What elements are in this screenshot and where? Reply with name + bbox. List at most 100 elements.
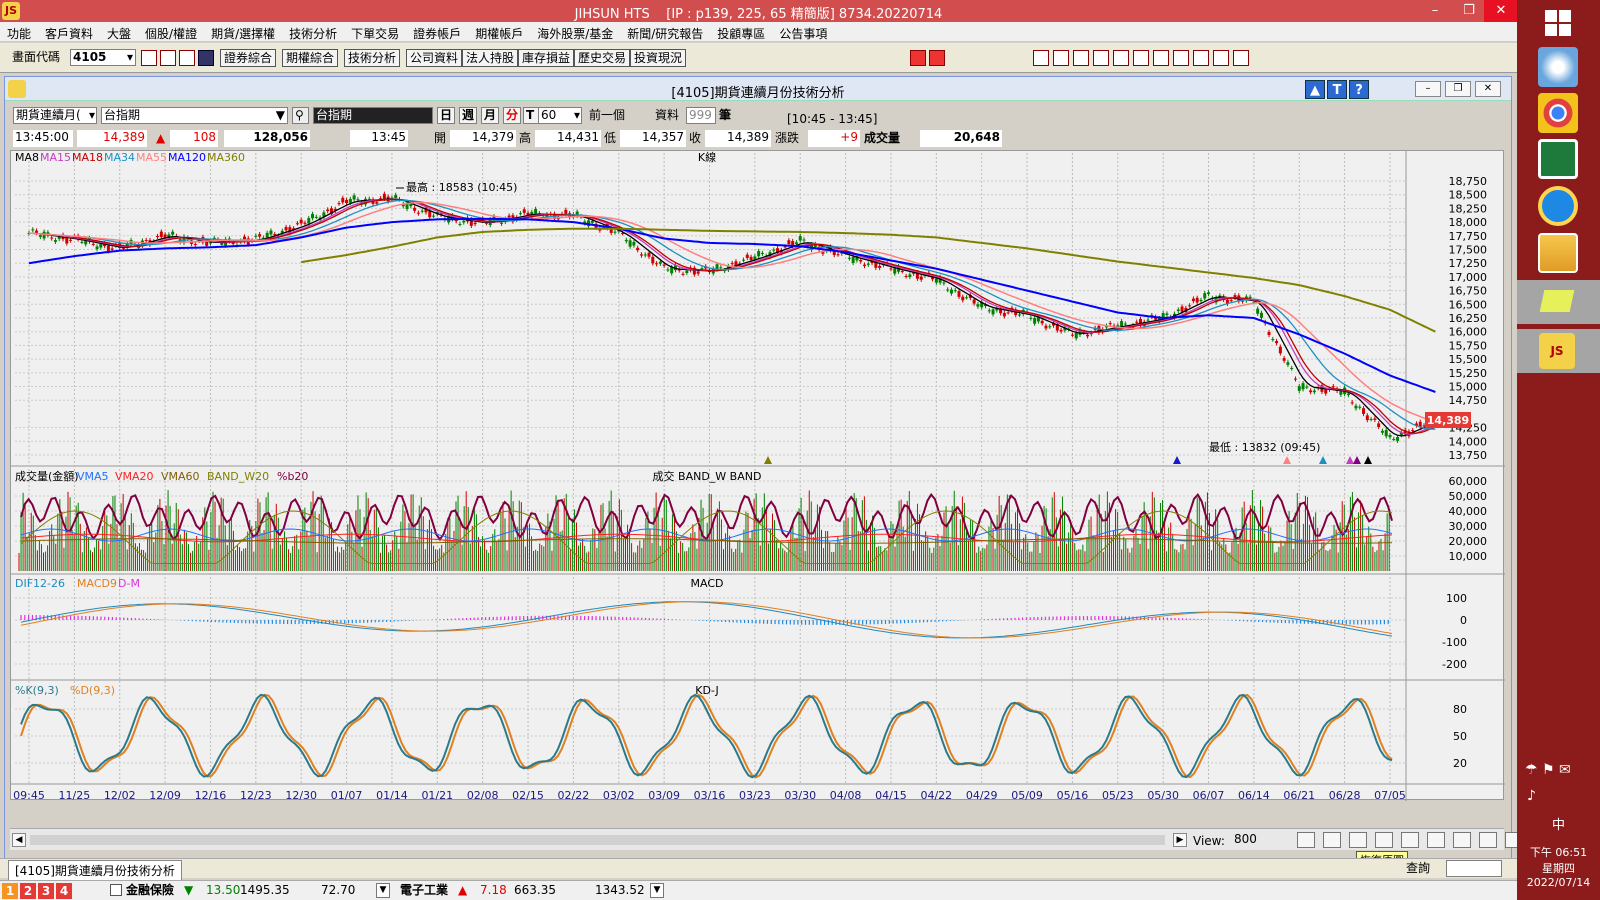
menu-item[interactable]: 公告事項 — [779, 27, 828, 41]
inner-restore-button[interactable]: ❐ — [1445, 81, 1471, 97]
chart-tool-icon[interactable] — [1297, 832, 1315, 848]
taskbar-active-item[interactable] — [1517, 280, 1600, 324]
ie-icon[interactable] — [1538, 186, 1578, 226]
prev-icon[interactable] — [910, 50, 926, 66]
tool-icon[interactable] — [1033, 50, 1049, 66]
tool-icon[interactable] — [1153, 50, 1169, 66]
toolbar-button[interactable]: 法人持股 — [462, 49, 519, 67]
chevron-down-icon[interactable]: ▼ — [376, 883, 390, 898]
tool-icon[interactable] — [1193, 50, 1209, 66]
code-input[interactable]: 4105 ▾ — [70, 49, 136, 66]
checkbox[interactable] — [110, 884, 122, 896]
menu-item[interactable]: 新聞/研究報告 — [627, 27, 704, 41]
next-icon[interactable] — [929, 50, 945, 66]
up-icon[interactable]: ▲ — [1305, 80, 1325, 99]
tray-icons[interactable]: ☂ ⚑ ✉ — [1525, 762, 1571, 778]
text-icon[interactable]: T — [1327, 80, 1347, 99]
tool-icon[interactable] — [1173, 50, 1189, 66]
candle-body — [345, 199, 349, 204]
clock-time[interactable]: 下午 06:51 — [1529, 846, 1588, 859]
close-button[interactable]: ✕ — [1484, 0, 1518, 22]
contract-select[interactable]: 期貨連續月(▾ — [13, 107, 97, 124]
menu-item[interactable]: 客戶資料 — [45, 27, 94, 41]
inner-close-button[interactable]: ✕ — [1475, 81, 1501, 97]
toolbar-button[interactable]: 歷史交易 — [574, 49, 631, 67]
chart-tool-icon[interactable] — [1401, 832, 1419, 848]
chrome-icon[interactable] — [1538, 93, 1578, 133]
clock-weekday: 星期四 — [1542, 862, 1575, 875]
search-icon[interactable] — [141, 50, 157, 66]
chevron-down-icon[interactable]: ▼ — [650, 883, 664, 898]
period-button[interactable]: 分 — [503, 107, 521, 124]
menu-item[interactable]: 大盤 — [107, 27, 132, 41]
menu-item[interactable]: 期權帳戶 — [475, 27, 524, 41]
ime-indicator[interactable]: 中 — [1551, 818, 1565, 833]
windows-start-icon[interactable] — [1545, 10, 1571, 36]
data-count-input[interactable]: 999 — [686, 107, 716, 124]
page-button[interactable]: 1 — [2, 883, 18, 899]
chart-tool-icon[interactable] — [1479, 832, 1497, 848]
toolbar-button[interactable]: 技術分析 — [344, 49, 401, 67]
page-button[interactable]: 2 — [20, 883, 36, 899]
chart-tool-icon[interactable] — [1453, 832, 1471, 848]
menu-item[interactable]: 投顧專區 — [717, 27, 766, 41]
taskbar-active-item[interactable]: JS — [1517, 329, 1600, 373]
horizontal-scrollbar[interactable] — [30, 835, 1165, 845]
menu-item[interactable]: 下單交易 — [351, 27, 400, 41]
toolbar-button[interactable]: 庫存損益 — [518, 49, 575, 67]
tab-analysis[interactable]: [4105]期貨連續月份技術分析 — [8, 860, 182, 881]
candle-body — [103, 243, 107, 247]
menu-item[interactable]: 期貨/選擇權 — [211, 27, 276, 41]
folder-icon[interactable] — [1538, 233, 1578, 273]
tool-icon[interactable] — [1113, 50, 1129, 66]
chart-svg[interactable]: 09:45 11/25 12/02 12/09 12/16 12/23 12/30 01/07… — [11, 150, 1505, 802]
search-icon[interactable]: ⚲ — [292, 107, 309, 124]
prev-button[interactable]: 前一個 — [589, 108, 626, 122]
menu-item[interactable]: 技術分析 — [289, 27, 338, 41]
toolbar-button[interactable]: 證券綜合 — [220, 49, 277, 67]
menu-item[interactable]: 證券帳戶 — [413, 27, 462, 41]
chart-tool-icon[interactable] — [1323, 832, 1341, 848]
symbol-input[interactable]: 台指期 ▼ — [101, 107, 288, 124]
chart-area[interactable]: 09:45 11/25 12/02 12/09 12/16 12/23 12/30 01/07… — [10, 150, 1505, 802]
help-icon[interactable]: ? — [1349, 80, 1369, 99]
page-button[interactable]: 3 — [38, 883, 54, 899]
tool-icon[interactable] — [1073, 50, 1089, 66]
tool-icon[interactable] — [1093, 50, 1109, 66]
period-button[interactable]: T — [523, 107, 541, 124]
menu-item[interactable]: 個股/權證 — [145, 27, 198, 41]
period-button[interactable]: 月 — [481, 107, 499, 124]
menu-item[interactable]: 海外股票/基金 — [537, 27, 614, 41]
page-button[interactable]: 4 — [56, 883, 72, 899]
candle-body — [500, 222, 504, 224]
speaker-icon[interactable]: ♪ — [1527, 788, 1536, 804]
menu-item[interactable]: 功能 — [7, 27, 32, 41]
tool-icon[interactable] — [1213, 50, 1229, 66]
interval-select[interactable]: 60 ▾ — [538, 107, 582, 124]
dropdown-icon[interactable] — [198, 50, 214, 66]
toolbar-button[interactable]: 投資現況 — [630, 49, 687, 67]
print-icon[interactable] — [160, 50, 176, 66]
scroll-left-button[interactable]: ◀ — [12, 833, 26, 847]
minimize-button[interactable]: – — [1431, 3, 1439, 18]
excel-icon[interactable] — [1538, 139, 1578, 179]
chart-tool-icon[interactable] — [1427, 832, 1445, 848]
tool-icon[interactable] — [1053, 50, 1069, 66]
period-button[interactable]: 日 — [437, 107, 455, 124]
toolbar-button[interactable]: 期權綜合 — [282, 49, 339, 67]
scroll-right-button[interactable]: ▶ — [1173, 833, 1187, 847]
query-input[interactable] — [1446, 860, 1502, 877]
view-value[interactable]: 800 — [1232, 832, 1290, 849]
paint-app-icon[interactable] — [1538, 47, 1578, 87]
maximize-button[interactable]: ❐ — [1463, 3, 1475, 18]
candle-body — [1403, 430, 1407, 435]
period-button[interactable]: 週 — [459, 107, 477, 124]
toolbar-button[interactable]: 公司資料 — [406, 49, 463, 67]
chart-tool-icon[interactable] — [1349, 832, 1367, 848]
chart-toolbar: ◀ ▶ View: 800 恢復原圖 — [10, 828, 1523, 869]
tool-icon[interactable] — [1233, 50, 1249, 66]
chart-tool-icon[interactable] — [1375, 832, 1393, 848]
tool-icon[interactable] — [1133, 50, 1149, 66]
folder-icon[interactable] — [179, 50, 195, 66]
inner-minimize-button[interactable]: – — [1415, 81, 1441, 97]
